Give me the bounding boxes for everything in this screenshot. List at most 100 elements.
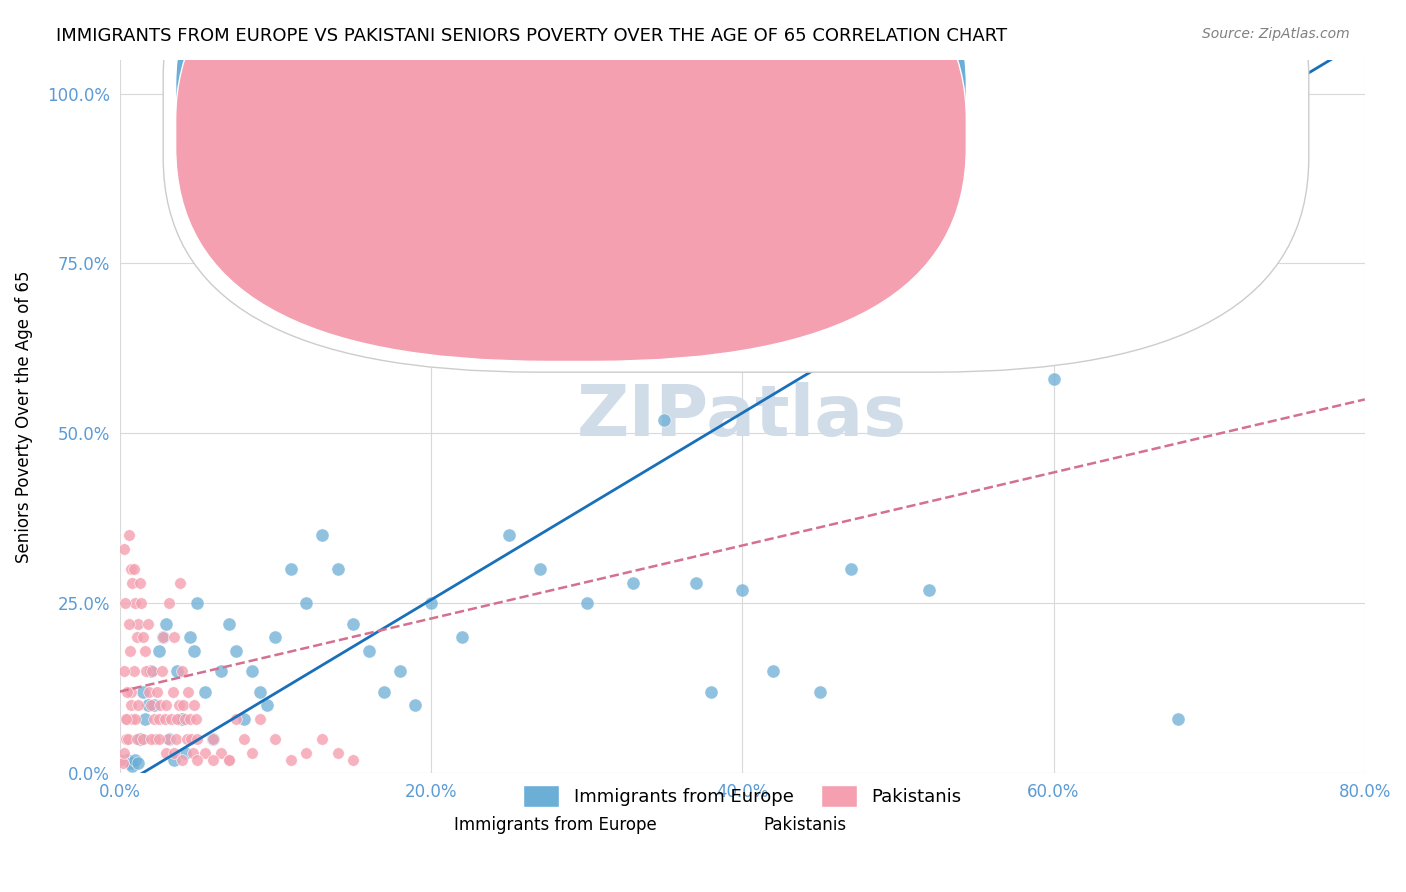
Point (153, 712, 176, 726)
Point (121, 712, 143, 726)
FancyBboxPatch shape (176, 0, 966, 326)
Point (280, 562, 302, 576)
Point (149, 698, 172, 713)
Point (152, 630, 174, 644)
Point (166, 712, 188, 726)
Text: ZIPatlas: ZIPatlas (576, 382, 907, 450)
Point (132, 684, 155, 698)
Point (174, 712, 197, 726)
Point (142, 698, 165, 713)
Point (249, 712, 271, 726)
Point (186, 753, 208, 767)
Point (373, 684, 395, 698)
Point (127, 756, 149, 770)
Point (762, 665, 785, 679)
Point (112, 665, 135, 679)
Point (157, 596, 180, 610)
Point (134, 644, 156, 658)
Point (120, 698, 142, 713)
Point (170, 753, 193, 767)
Point (170, 712, 193, 726)
Point (233, 732, 256, 747)
Point (700, 684, 723, 698)
Point (498, 528, 520, 542)
Point (240, 665, 263, 679)
Point (170, 665, 193, 679)
Point (124, 753, 146, 767)
Point (114, 596, 136, 610)
Point (115, 732, 138, 747)
Point (146, 684, 169, 698)
Point (808, 684, 831, 698)
Point (127, 616, 149, 631)
Point (127, 698, 149, 713)
Point (163, 746, 186, 760)
Point (1121, 87, 1143, 101)
Point (201, 753, 224, 767)
Point (160, 712, 183, 726)
Point (311, 732, 333, 747)
Point (136, 698, 159, 713)
Point (209, 665, 232, 679)
Point (218, 753, 240, 767)
Point (918, 582, 941, 597)
Point (118, 644, 141, 658)
Point (121, 759, 143, 773)
Point (122, 562, 145, 576)
Point (194, 746, 217, 760)
Point (240, 746, 263, 760)
Point (264, 732, 287, 747)
Point (176, 732, 198, 747)
Point (529, 562, 551, 576)
Point (155, 616, 177, 631)
Point (139, 698, 162, 713)
Point (142, 712, 165, 726)
Point (225, 712, 247, 726)
Point (179, 712, 201, 726)
Point (157, 732, 180, 747)
Point (112, 746, 135, 760)
Text: R = 0.363   N = 85: R = 0.363 N = 85 (561, 128, 733, 145)
Point (404, 698, 426, 713)
Point (172, 698, 194, 713)
Point (201, 732, 224, 747)
Point (183, 644, 205, 658)
Point (326, 562, 349, 576)
Point (184, 712, 207, 726)
Point (1229, 87, 1251, 101)
Point (731, 582, 754, 597)
Point (194, 684, 217, 698)
Point (256, 698, 278, 713)
Point (117, 732, 139, 747)
Point (621, 575, 644, 590)
Point (177, 684, 200, 698)
Point (120, 562, 142, 576)
Point (311, 528, 333, 542)
Point (201, 732, 224, 747)
Point (148, 732, 170, 747)
Point (155, 746, 177, 760)
Text: Source: ZipAtlas.com: Source: ZipAtlas.com (1202, 27, 1350, 41)
Point (139, 732, 162, 747)
Point (132, 732, 155, 747)
Point (218, 616, 240, 631)
Point (264, 630, 287, 644)
Point (167, 698, 190, 713)
Point (1042, 372, 1064, 386)
Point (186, 732, 208, 747)
Text: R = 0.748   N = 60: R = 0.748 N = 60 (561, 92, 733, 110)
Point (117, 753, 139, 767)
Point (150, 665, 173, 679)
Point (165, 732, 187, 747)
Point (136, 616, 159, 631)
Legend: Immigrants from Europe, Pakistanis: Immigrants from Europe, Pakistanis (516, 778, 969, 814)
Point (118, 528, 141, 542)
Point (118, 616, 141, 631)
Point (163, 630, 186, 644)
Point (451, 630, 474, 644)
Point (186, 596, 208, 610)
Point (122, 665, 145, 679)
Point (124, 596, 146, 610)
Point (342, 753, 364, 767)
Point (115, 712, 138, 726)
